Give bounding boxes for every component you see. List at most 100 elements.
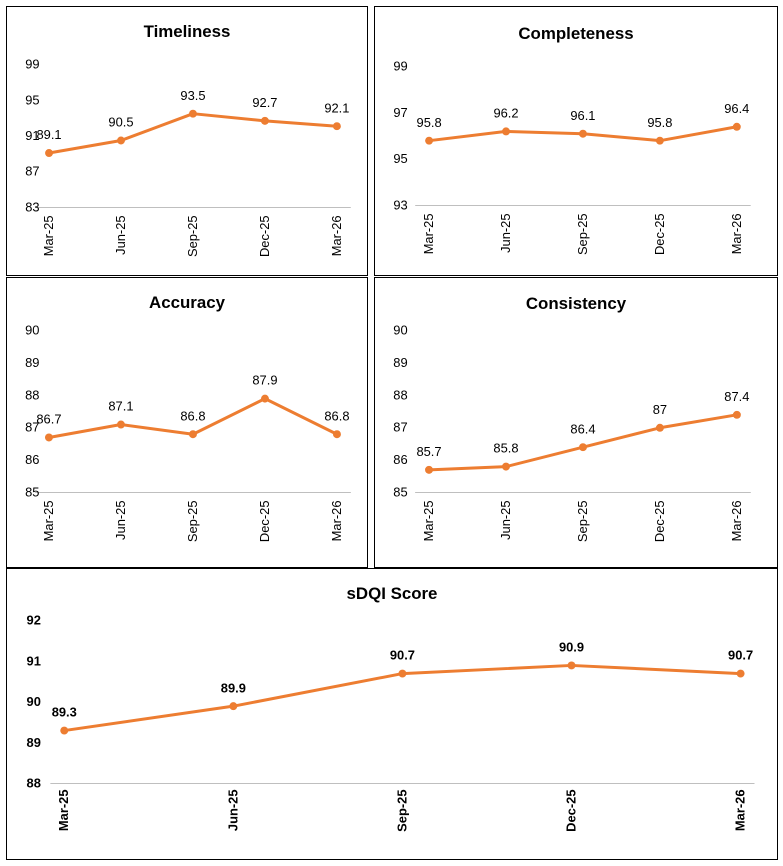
sdqi-data-point — [60, 726, 69, 735]
timeliness-x-tick-label: Jun-25 — [113, 215, 128, 254]
consistency-x-tick-label: Mar-25 — [421, 500, 436, 541]
timeliness-series-line — [48, 112, 337, 155]
completeness-data-point — [655, 136, 664, 145]
accuracy-x-tick-label: Dec-25 — [257, 500, 272, 542]
accuracy-data-point — [260, 394, 269, 403]
timeliness-y-tick-label: 83 — [25, 199, 39, 214]
accuracy-x-tick-label: Jun-25 — [113, 500, 128, 539]
consistency-chart-panel: Consistency 85 86 87 88 89 90 Mar-25 Jun-25 Sep-2… — [374, 277, 778, 568]
completeness-data-label: 96.4 — [724, 101, 749, 116]
timeliness-data-label: 90.5 — [108, 115, 133, 130]
consistency-data-point — [425, 465, 433, 474]
sdqi-data-point — [567, 661, 576, 670]
completeness-data-label: 96.1 — [570, 108, 595, 123]
sdqi-x-tick-label: Mar-26 — [733, 789, 748, 831]
timeliness-chart-title: Timeliness — [144, 22, 231, 41]
accuracy-data-point — [188, 430, 197, 439]
timeliness-x-tick-label: Mar-26 — [329, 215, 344, 256]
timeliness-data-point — [117, 136, 125, 145]
accuracy-y-tick-label: 90 — [25, 323, 39, 338]
accuracy-data-label: 86.8 — [180, 408, 205, 423]
accuracy-x-tick-label: Mar-25 — [41, 500, 56, 541]
consistency-y-tick-label: 88 — [393, 387, 407, 402]
accuracy-data-point — [116, 420, 125, 429]
sdqi-data-label: 89.3 — [52, 705, 77, 720]
consistency-data-label: 87 — [653, 402, 667, 417]
accuracy-chart-title: Accuracy — [149, 293, 226, 312]
completeness-data-point — [578, 129, 587, 138]
timeliness-x-tick-label: Mar-25 — [41, 215, 56, 256]
completeness-y-tick-label: 99 — [393, 59, 407, 74]
consistency-y-tick-label: 86 — [393, 452, 407, 467]
consistency-data-point — [502, 462, 510, 471]
timeliness-y-tick-label: 95 — [25, 92, 39, 107]
accuracy-y-tick-label: 89 — [25, 355, 39, 370]
completeness-chart-svg: Completeness 93 95 97 99 Mar-25 Jun-25 Sep-25 De… — [393, 24, 751, 255]
accuracy-y-tick-label: 85 — [25, 484, 39, 499]
sdqi-x-tick-label: Mar-25 — [56, 789, 71, 831]
timeliness-chart-svg: Timeliness 83 87 91 95 99 Mar-25 Jun-25 Sep-25 De… — [25, 22, 351, 257]
sdqi-chart-title: sDQI Score — [347, 584, 438, 603]
sdqi-data-label: 90.7 — [728, 648, 753, 663]
completeness-x-tick-label: Dec-25 — [652, 213, 667, 255]
accuracy-data-label: 87.1 — [108, 399, 133, 414]
sdqi-data-label: 89.9 — [221, 680, 246, 695]
sdqi-data-point — [398, 669, 407, 678]
accuracy-y-tick-label: 87 — [25, 420, 39, 435]
sdqi-chart-svg: sDQI Score 88 89 90 91 92 Mar-25 Jun-25 Sep-25 De… — [27, 584, 755, 832]
accuracy-data-point — [332, 430, 341, 439]
timeliness-x-tick-label: Sep-25 — [185, 215, 200, 257]
consistency-data-label: 85.7 — [416, 444, 441, 459]
consistency-data-label: 87.4 — [724, 389, 749, 404]
timeliness-data-point — [332, 122, 341, 131]
sdqi-x-tick-label: Sep-25 — [394, 789, 409, 831]
completeness-y-tick-label: 95 — [393, 151, 407, 166]
accuracy-data-label: 87.9 — [252, 373, 277, 388]
consistency-chart-svg: Consistency 85 86 87 88 89 90 Mar-25 Jun-25 Sep-2… — [393, 294, 751, 542]
completeness-x-tick-label: Sep-25 — [575, 213, 590, 255]
sdqi-x-tick-label: Dec-25 — [563, 789, 578, 831]
completeness-data-label: 95.8 — [417, 115, 442, 130]
completeness-x-tick-label: Jun-25 — [498, 213, 513, 252]
sdqi-data-label: 90.9 — [559, 640, 584, 655]
sdqi-y-tick-label: 88 — [27, 775, 41, 790]
sdqi-x-tick-label: Jun-25 — [225, 789, 240, 831]
accuracy-data-label: 86.8 — [324, 408, 349, 423]
accuracy-x-tick-label: Sep-25 — [185, 500, 200, 542]
consistency-data-label: 85.8 — [493, 441, 518, 456]
consistency-data-point — [732, 410, 741, 419]
completeness-data-label: 95.8 — [647, 115, 672, 130]
timeliness-y-tick-label: 99 — [25, 57, 39, 72]
sdqi-y-tick-label: 89 — [27, 735, 41, 750]
consistency-x-tick-label: Jun-25 — [498, 500, 513, 539]
completeness-y-tick-label: 93 — [393, 197, 407, 212]
timeliness-data-point — [45, 149, 53, 157]
timeliness-data-point — [260, 116, 269, 125]
consistency-chart-title: Consistency — [526, 294, 627, 313]
consistency-x-tick-label: Mar-26 — [729, 500, 744, 541]
timeliness-x-tick-label: Dec-25 — [257, 215, 272, 257]
completeness-y-tick-label: 97 — [393, 105, 407, 120]
sdqi-data-label: 90.7 — [390, 648, 415, 663]
sdqi-data-point — [229, 702, 238, 711]
accuracy-data-label: 86.7 — [36, 412, 61, 427]
consistency-x-tick-label: Dec-25 — [652, 500, 667, 542]
consistency-data-point — [655, 423, 664, 432]
timeliness-data-label: 93.5 — [180, 88, 205, 103]
consistency-y-tick-label: 90 — [393, 323, 407, 338]
timeliness-data-label: 92.7 — [252, 95, 277, 110]
timeliness-data-label: 92.1 — [324, 100, 349, 115]
completeness-data-point — [502, 127, 510, 136]
timeliness-y-tick-label: 91 — [25, 128, 39, 143]
consistency-y-tick-label: 87 — [393, 420, 407, 435]
timeliness-chart-panel: Timeliness 83 87 91 95 99 Mar-25 Jun-25 Sep-25 De… — [6, 6, 368, 276]
completeness-data-point — [732, 122, 741, 131]
sdqi-y-tick-label: 92 — [27, 613, 41, 628]
completeness-data-label: 96.2 — [493, 106, 518, 121]
accuracy-data-point — [44, 433, 53, 442]
completeness-data-point — [425, 136, 434, 145]
consistency-x-tick-label: Sep-25 — [575, 500, 590, 542]
accuracy-chart-svg: Accuracy 85 86 87 88 89 90 Mar-25 Jun-25 Sep-25 De… — [25, 293, 351, 542]
timeliness-data-point — [188, 109, 197, 118]
sdqi-data-point — [736, 669, 745, 678]
